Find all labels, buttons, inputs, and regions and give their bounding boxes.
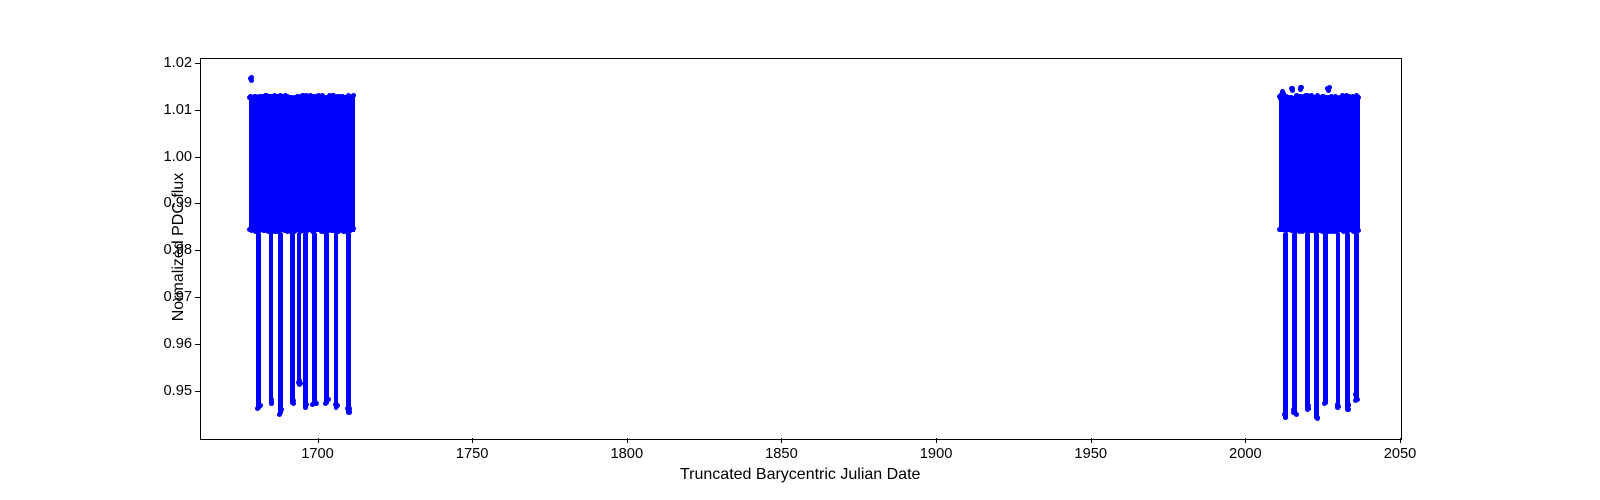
data-streak — [278, 232, 283, 415]
data-point — [339, 100, 344, 105]
data-streak — [1345, 232, 1350, 410]
data-point — [1319, 97, 1324, 102]
data-point — [1354, 393, 1359, 398]
data-point — [345, 406, 350, 411]
data-streak — [1336, 232, 1341, 410]
x-tick-label: 1700 — [301, 446, 334, 462]
data-point — [1346, 407, 1351, 412]
data-point — [347, 410, 352, 415]
y-tick-label: 0.98 — [150, 242, 192, 258]
x-tick-mark — [318, 438, 319, 443]
data-streak — [256, 232, 261, 410]
y-tick-mark — [195, 297, 200, 298]
y-tick-mark — [195, 203, 200, 204]
y-tick-mark — [195, 110, 200, 111]
y-tick-mark — [195, 344, 200, 345]
data-streak — [303, 232, 308, 410]
y-tick-mark — [195, 157, 200, 158]
figure: Normalized PDC flux Truncated Barycentri… — [0, 0, 1600, 500]
x-tick-mark — [1400, 438, 1401, 443]
data-point — [1355, 94, 1360, 99]
x-tick-mark — [936, 438, 937, 443]
data-point — [326, 397, 331, 402]
x-tick-mark — [627, 438, 628, 443]
y-tick-label: 1.02 — [150, 55, 192, 71]
data-streak — [1354, 232, 1359, 401]
x-tick-label: 1850 — [765, 446, 798, 462]
data-point — [1290, 88, 1295, 93]
data-point — [297, 378, 302, 383]
data-streak — [297, 232, 302, 387]
data-streak — [1283, 232, 1288, 420]
data-streak — [346, 232, 351, 415]
y-tick-mark — [195, 63, 200, 64]
y-tick-label: 0.96 — [150, 336, 192, 352]
x-tick-label: 2050 — [1384, 446, 1417, 462]
y-tick-label: 0.97 — [150, 289, 192, 305]
data-streak — [324, 232, 329, 406]
data-streak — [1305, 232, 1310, 410]
x-tick-label: 2000 — [1229, 446, 1262, 462]
data-streak — [290, 232, 295, 406]
data-streak — [334, 232, 339, 410]
plot-area — [200, 58, 1402, 440]
data-streak — [1314, 232, 1319, 420]
y-tick-label: 0.99 — [150, 195, 192, 211]
data-dense-band — [249, 96, 354, 232]
x-tick-mark — [1245, 438, 1246, 443]
x-tick-label: 1750 — [456, 446, 489, 462]
data-streak — [1323, 232, 1328, 406]
data-streak — [269, 232, 274, 406]
data-point — [263, 101, 268, 106]
x-tick-label: 1900 — [920, 446, 953, 462]
data-point — [1283, 415, 1288, 420]
x-tick-label: 1800 — [610, 446, 643, 462]
data-streak — [312, 232, 317, 406]
x-tick-mark — [472, 438, 473, 443]
x-tick-mark — [781, 438, 782, 443]
data-point — [1299, 85, 1304, 90]
data-point — [1345, 94, 1350, 99]
y-tick-label: 0.95 — [150, 383, 192, 399]
y-tick-label: 1.01 — [150, 102, 192, 118]
y-tick-mark — [195, 250, 200, 251]
data-point — [269, 400, 274, 405]
y-tick-mark — [195, 391, 200, 392]
data-point — [303, 404, 308, 409]
x-tick-mark — [1091, 438, 1092, 443]
data-streak — [1292, 232, 1297, 415]
y-tick-label: 1.00 — [150, 149, 192, 165]
x-tick-label: 1950 — [1074, 446, 1107, 462]
data-dense-band — [1279, 96, 1359, 232]
data-point — [334, 404, 339, 409]
x-axis-label: Truncated Barycentric Julian Date — [680, 466, 920, 484]
